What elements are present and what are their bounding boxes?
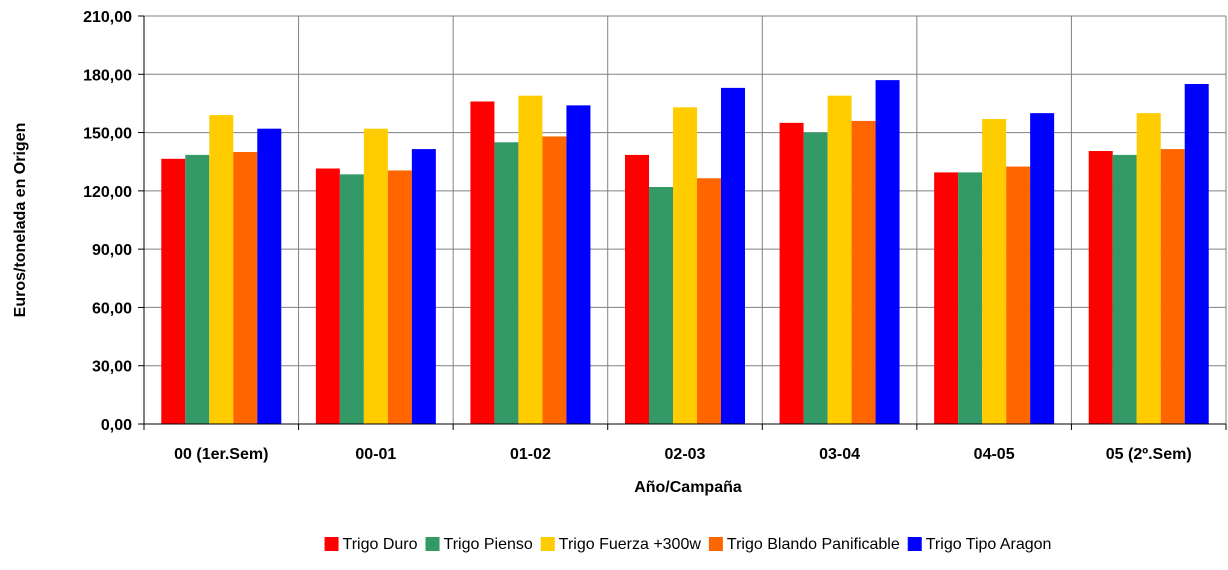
x-tick-label: 03-04: [819, 446, 860, 463]
x-axis-title: Año/Campaña: [634, 479, 742, 496]
bar: [470, 101, 495, 424]
x-tick-label: 04-05: [974, 446, 1015, 463]
bar: [649, 186, 673, 424]
bar: [363, 128, 388, 424]
bar: [542, 136, 567, 424]
bar: [697, 178, 721, 424]
legend-label: Trigo Tipo Aragon: [926, 536, 1052, 553]
legend-swatch: [425, 537, 440, 551]
legend-swatch: [907, 537, 922, 551]
bar: [411, 149, 436, 425]
bar: [1136, 113, 1161, 425]
bar: [233, 152, 258, 424]
bar: [875, 80, 900, 424]
y-axis-title: Euros/tonelada en Origen: [12, 123, 29, 318]
bar: [209, 115, 234, 424]
bar: [625, 154, 649, 424]
legend-label: Trigo Pienso: [444, 536, 533, 553]
bar: [1184, 84, 1209, 424]
x-tick-label: 00-01: [355, 446, 396, 463]
legend-label: Trigo Blando Panificable: [727, 536, 900, 553]
legend-label: Trigo Duro: [343, 536, 418, 553]
bar: [958, 172, 983, 424]
bar: [721, 87, 745, 424]
y-tick-label: 90,00: [92, 242, 132, 259]
bar: [161, 158, 186, 425]
bar: [851, 120, 876, 425]
legend-item: Trigo Tipo Aragon: [907, 536, 1052, 553]
x-tick-label: 01-02: [510, 446, 551, 463]
legend-label: Trigo Fuerza +300w: [559, 536, 702, 553]
bar: [1160, 149, 1185, 425]
y-tick-label: 30,00: [92, 359, 132, 376]
bar: [827, 95, 852, 425]
bar: [779, 122, 804, 424]
bar: [1006, 166, 1031, 425]
bar: [982, 118, 1007, 424]
bar: [339, 174, 364, 424]
bar: [934, 172, 959, 424]
bar: [387, 170, 412, 424]
legend: Trigo Duro Trigo Pienso Trigo Fuerza +300w…: [324, 536, 1052, 553]
bar: [185, 154, 210, 424]
axes: [138, 15, 1227, 430]
y-tick-label: 150,00: [83, 126, 132, 143]
y-tick-label: 0,00: [101, 417, 132, 434]
x-tick-label: 02-03: [665, 446, 706, 463]
y-tick-label: 60,00: [92, 300, 132, 317]
x-axis-tick-labels: 00 (1er.Sem) 00-01 01-02 02-03 03-04 04-05 05 …: [174, 446, 1192, 463]
bar: [494, 142, 519, 425]
bar: [518, 95, 543, 425]
bar: [257, 128, 282, 424]
bar: [315, 168, 340, 424]
y-tick-label: 180,00: [83, 67, 132, 84]
bar: [803, 132, 828, 425]
bar: [673, 107, 697, 425]
legend-item: Trigo Fuerza +300w: [540, 536, 702, 553]
bar: [1088, 151, 1113, 424]
legend-item: Trigo Duro: [324, 536, 418, 553]
legend-item: Trigo Blando Panificable: [708, 536, 900, 553]
bar: [1112, 154, 1137, 424]
legend-swatch: [540, 537, 555, 551]
y-tick-label: 210,00: [83, 9, 132, 26]
legend-swatch: [708, 537, 723, 551]
x-tick-label: 00 (1er.Sem): [174, 446, 268, 463]
bar: [566, 105, 591, 424]
legend-swatch: [324, 537, 339, 551]
legend-item: Trigo Pienso: [425, 536, 533, 553]
bars: [161, 80, 1209, 425]
y-axis-tick-labels: 0,00 30,00 60,00 90,00 120,00 150,00 180,00 210…: [83, 9, 132, 434]
x-tick-label: 05 (2º.Sem): [1106, 446, 1192, 463]
y-tick-label: 120,00: [83, 184, 132, 201]
bar: [1030, 113, 1055, 425]
